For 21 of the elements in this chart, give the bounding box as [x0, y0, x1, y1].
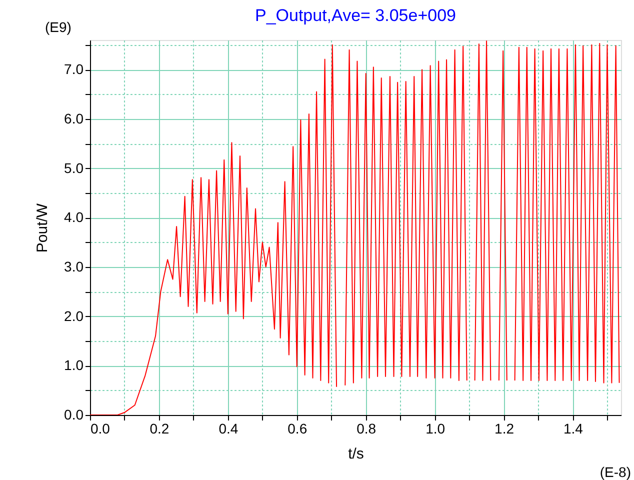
x-tick-label: 0.8 [356, 420, 376, 436]
y-axis-title: Pout/W [34, 202, 52, 253]
text: (E-8) [600, 464, 631, 480]
y-tick-label: 4.0 [64, 209, 84, 226]
y-tick-label: 5.0 [64, 160, 84, 176]
y-tick-label: 3.0 [64, 258, 84, 274]
y-tick-label: 7.0 [64, 61, 84, 78]
y-tick-label: 1.0 [64, 357, 84, 374]
y-tick-label: 2.0 [64, 308, 84, 324]
x-tick-label: 1.0 [426, 420, 446, 436]
x-axis-title: t/s [348, 446, 364, 462]
x-tick-label: 0.4 [218, 420, 238, 436]
text: (E9) [45, 19, 72, 35]
x-tick-label: 0.6 [288, 420, 308, 436]
x-tick-label: 1.2 [494, 420, 514, 436]
x-tick-label: 0.0 [90, 420, 110, 436]
x-tick-label: 0.2 [150, 420, 170, 436]
y-tick-label: 0.0 [64, 406, 84, 422]
y-tick-label: 6.0 [64, 110, 84, 126]
x-tick-label: 1.4 [563, 420, 584, 436]
chart-title: P_Output,Ave= 3.05e+009 [254, 6, 456, 25]
